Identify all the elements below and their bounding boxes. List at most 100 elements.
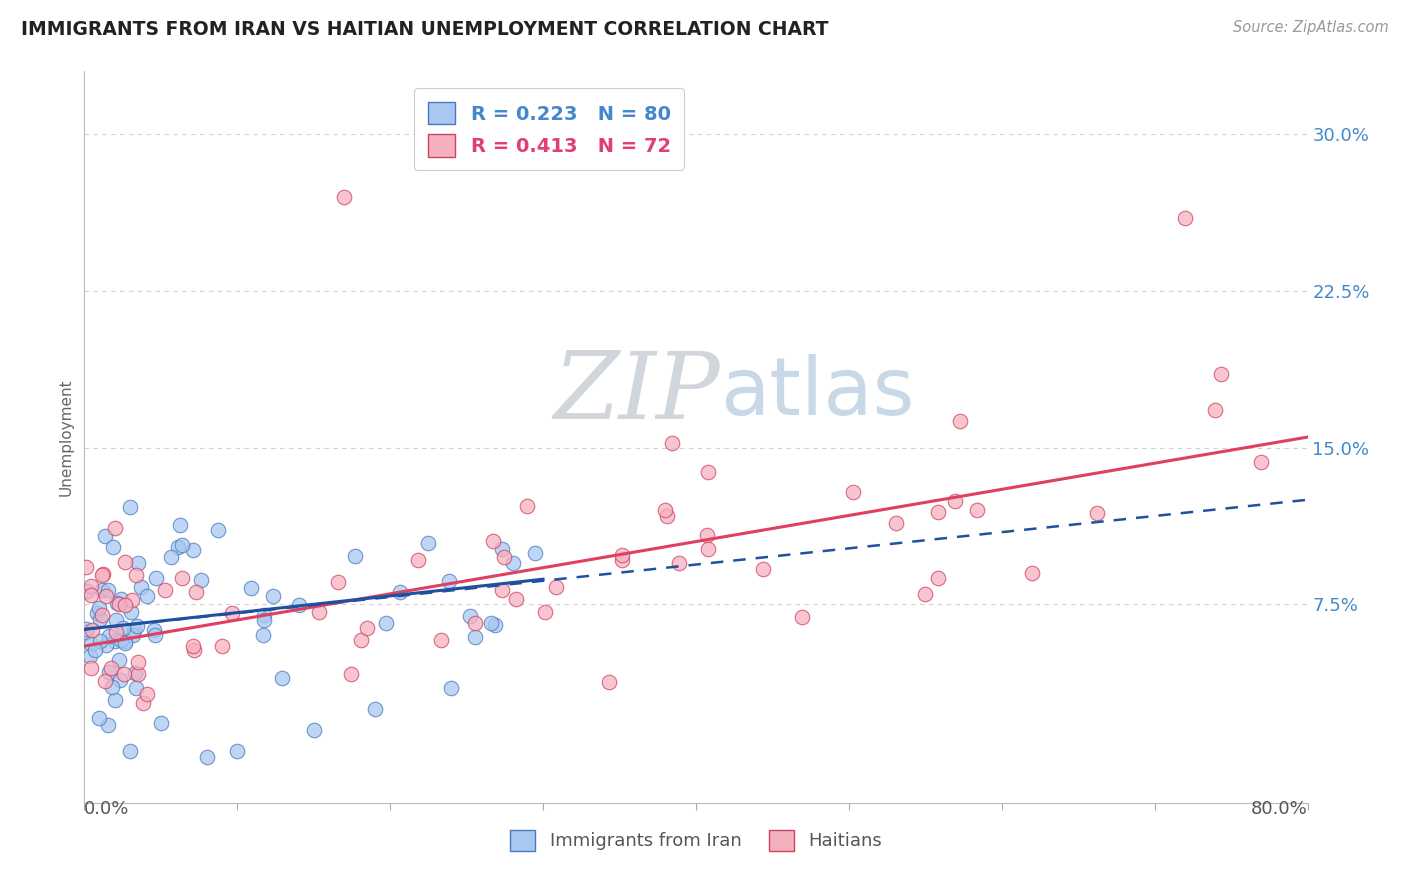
Point bbox=[966, 502, 988, 516]
Point bbox=[271, 672, 294, 686]
Point bbox=[94, 589, 117, 603]
Point bbox=[1021, 566, 1043, 580]
Point bbox=[654, 503, 676, 517]
Point bbox=[120, 743, 142, 757]
Point bbox=[943, 493, 966, 508]
Point bbox=[120, 605, 142, 619]
Point bbox=[129, 580, 152, 594]
Point bbox=[696, 466, 718, 480]
Point bbox=[142, 623, 165, 637]
Point bbox=[86, 606, 108, 620]
Point bbox=[364, 702, 387, 716]
Point bbox=[927, 571, 949, 585]
Point bbox=[696, 528, 718, 542]
Point bbox=[389, 584, 412, 599]
Point bbox=[114, 633, 136, 648]
Point bbox=[172, 538, 194, 552]
Point bbox=[127, 666, 149, 681]
Point bbox=[108, 597, 131, 611]
Text: atlas: atlas bbox=[720, 354, 915, 433]
Point bbox=[143, 628, 166, 642]
Point bbox=[302, 723, 325, 737]
Point bbox=[211, 639, 233, 653]
Point bbox=[125, 681, 148, 695]
Point bbox=[105, 613, 128, 627]
Point bbox=[124, 666, 146, 681]
Point bbox=[481, 534, 503, 549]
Point bbox=[75, 560, 97, 574]
Point bbox=[122, 624, 145, 638]
Point bbox=[534, 605, 557, 619]
Point bbox=[344, 549, 367, 563]
Point bbox=[94, 529, 117, 543]
Point bbox=[89, 612, 111, 626]
Point bbox=[927, 504, 949, 518]
Point bbox=[440, 681, 463, 695]
Point bbox=[181, 639, 204, 653]
Point bbox=[752, 562, 775, 576]
Point bbox=[91, 583, 114, 598]
Point bbox=[429, 632, 451, 647]
Point bbox=[350, 632, 373, 647]
Point bbox=[97, 718, 120, 732]
Legend: Immigrants from Iran, Haitians: Immigrants from Iran, Haitians bbox=[501, 821, 891, 860]
Point bbox=[884, 516, 907, 530]
Point bbox=[79, 648, 101, 663]
Point bbox=[91, 568, 114, 582]
Y-axis label: Unemployment: Unemployment bbox=[58, 378, 73, 496]
Point bbox=[464, 616, 486, 631]
Point bbox=[491, 583, 513, 598]
Point bbox=[125, 619, 148, 633]
Point bbox=[1250, 455, 1272, 469]
Point bbox=[339, 667, 361, 681]
Point bbox=[610, 548, 633, 562]
Point bbox=[516, 499, 538, 513]
Point bbox=[308, 606, 330, 620]
Point bbox=[491, 542, 513, 557]
Point bbox=[89, 633, 111, 648]
Point bbox=[253, 607, 276, 622]
Point bbox=[114, 555, 136, 569]
Point bbox=[1085, 507, 1108, 521]
Point bbox=[494, 549, 516, 564]
Point bbox=[132, 697, 155, 711]
Point bbox=[104, 693, 127, 707]
Point bbox=[195, 749, 218, 764]
Point bbox=[842, 485, 865, 500]
Point bbox=[87, 711, 110, 725]
Point bbox=[111, 621, 134, 635]
Point bbox=[697, 541, 720, 556]
Point bbox=[75, 625, 97, 640]
Point bbox=[181, 543, 204, 558]
Point bbox=[226, 743, 249, 757]
Point bbox=[98, 665, 121, 679]
Point bbox=[1209, 367, 1232, 381]
Point bbox=[101, 680, 124, 694]
Point bbox=[98, 629, 121, 643]
Point bbox=[408, 553, 430, 567]
Point bbox=[145, 571, 167, 585]
Point bbox=[240, 581, 263, 595]
Point bbox=[190, 573, 212, 587]
Point bbox=[252, 628, 274, 642]
Point bbox=[121, 593, 143, 607]
Point bbox=[207, 523, 229, 537]
Point bbox=[326, 574, 349, 589]
Point bbox=[183, 643, 205, 657]
Point bbox=[80, 661, 103, 675]
Text: ZIP: ZIP bbox=[554, 348, 720, 438]
Point bbox=[110, 591, 132, 606]
Point bbox=[598, 675, 620, 690]
Point bbox=[104, 634, 127, 648]
Point bbox=[333, 190, 356, 204]
Point bbox=[79, 588, 101, 602]
Point bbox=[100, 660, 122, 674]
Point bbox=[103, 540, 125, 554]
Point bbox=[523, 546, 546, 560]
Point bbox=[110, 632, 132, 647]
Point bbox=[668, 556, 690, 570]
Text: 80.0%: 80.0% bbox=[1251, 800, 1308, 818]
Point bbox=[83, 642, 105, 657]
Point bbox=[458, 608, 481, 623]
Point bbox=[655, 508, 678, 523]
